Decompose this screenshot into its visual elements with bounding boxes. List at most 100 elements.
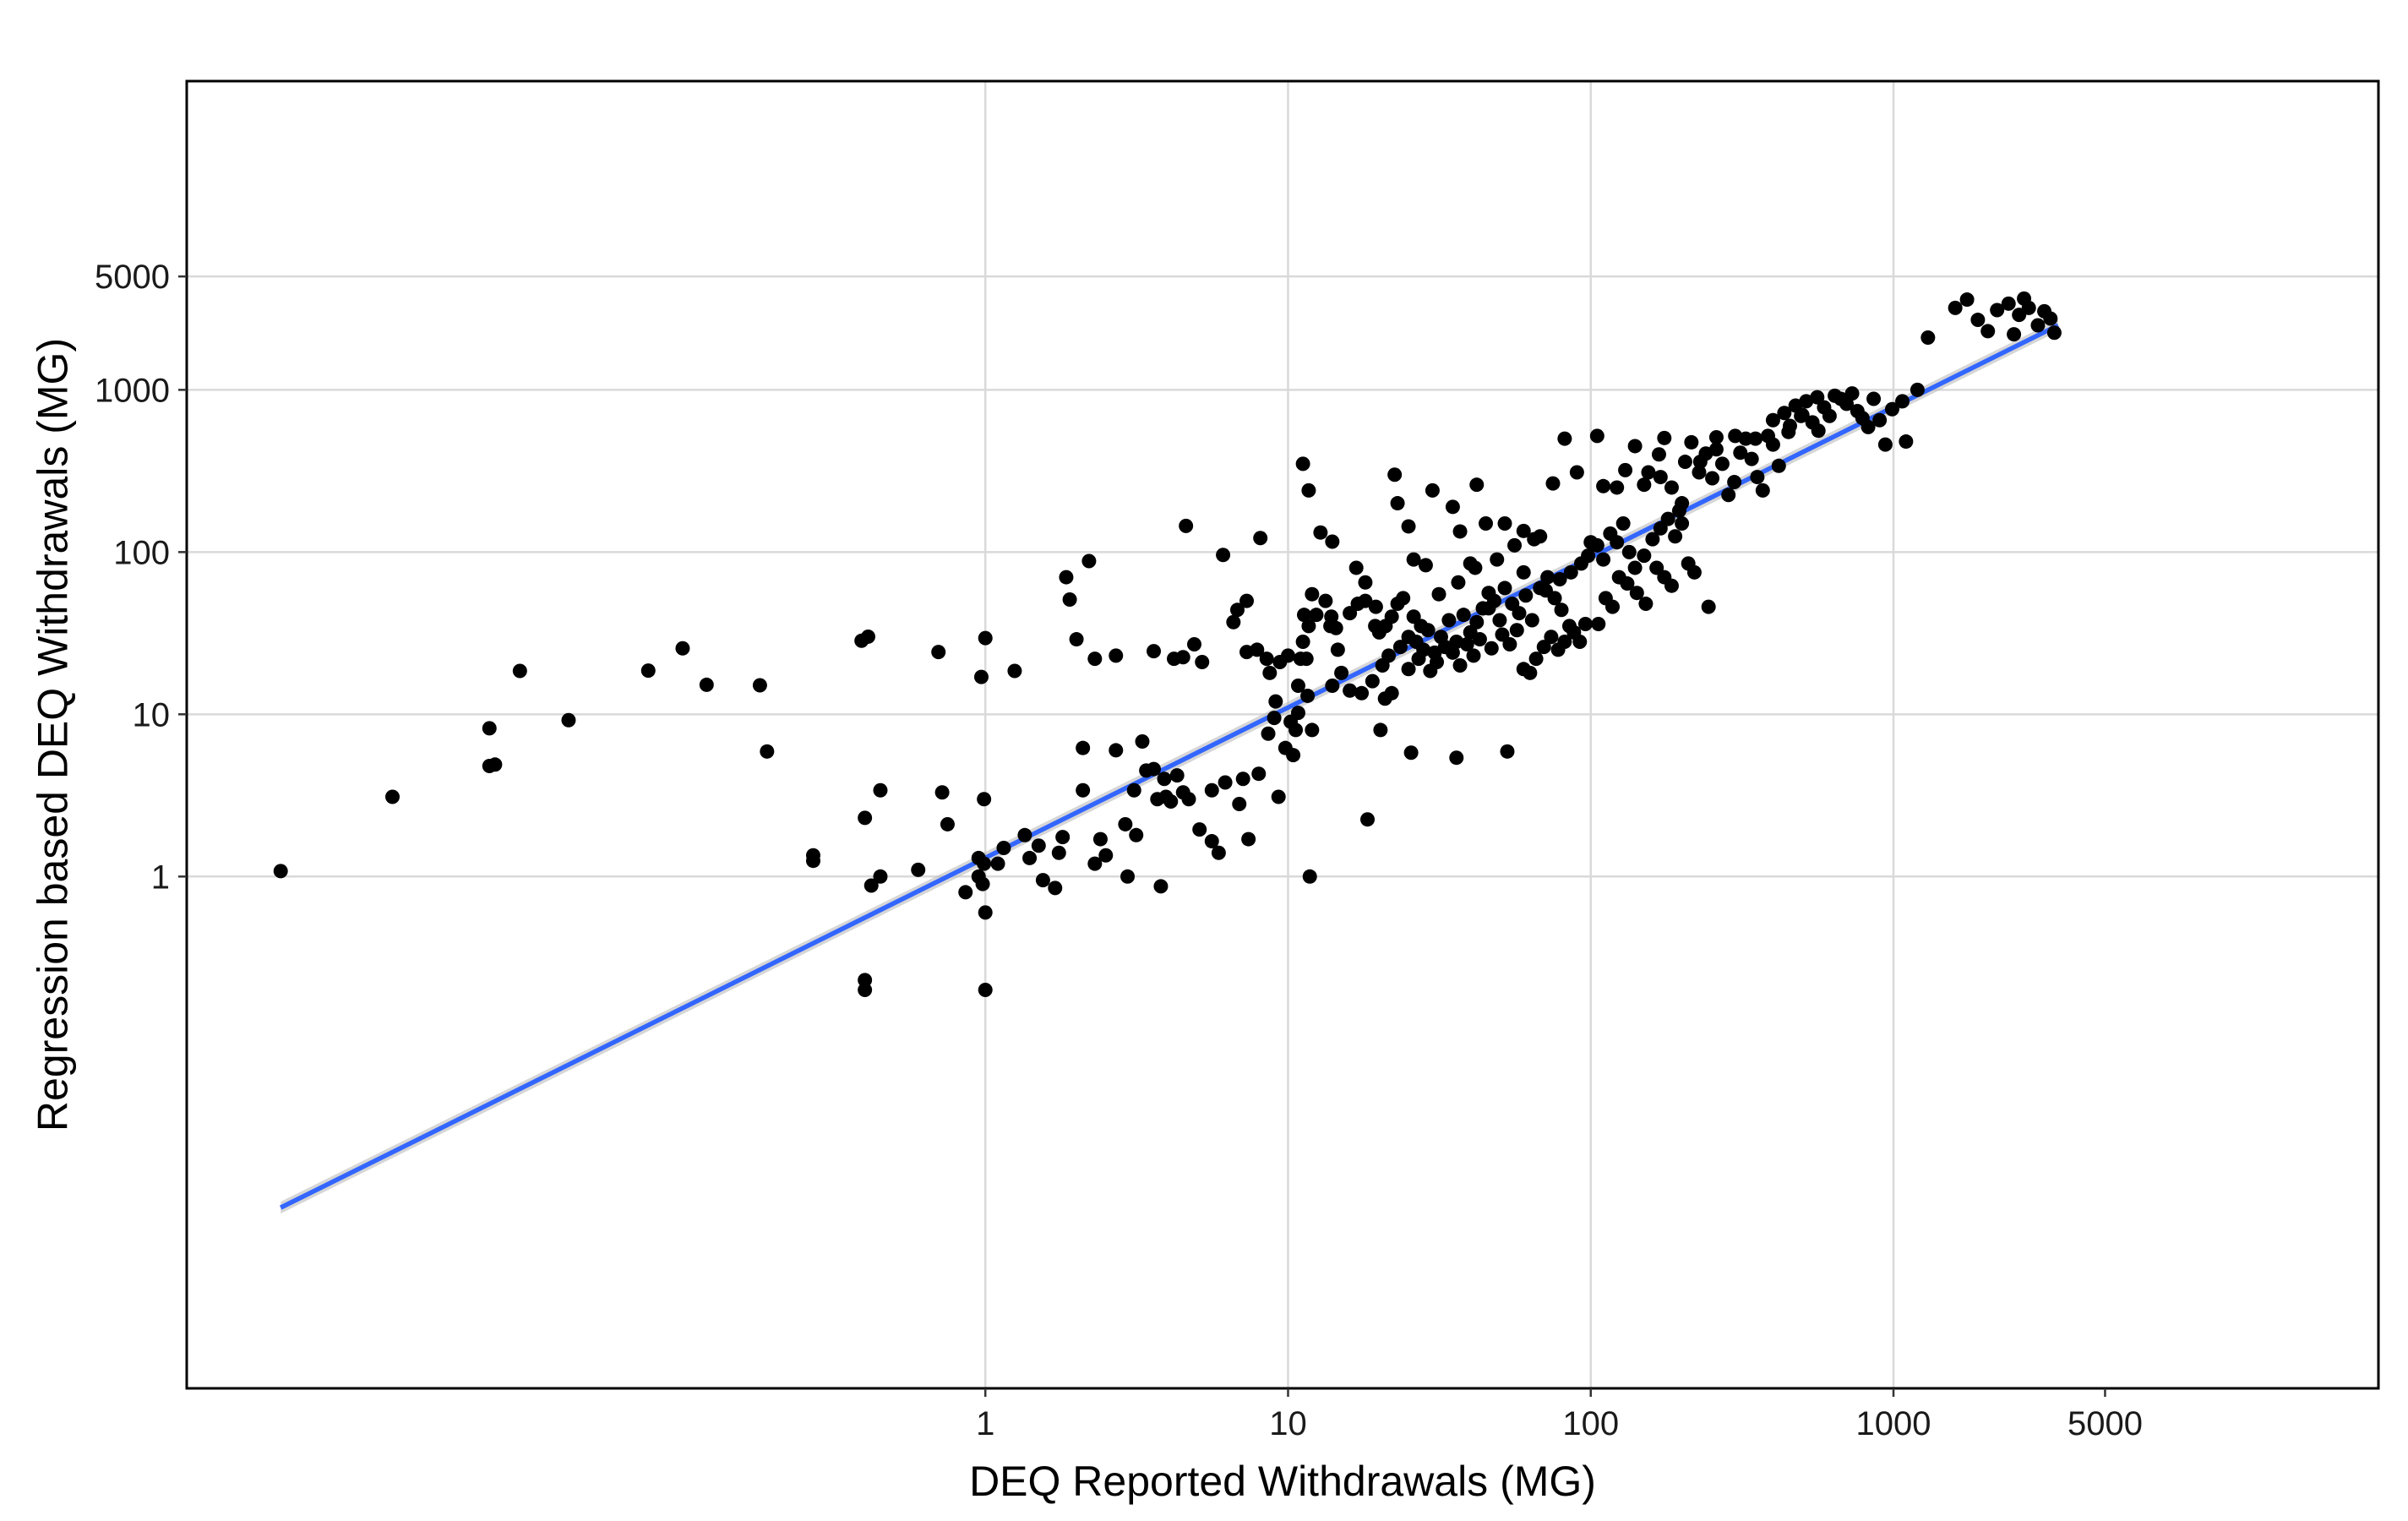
data-point [2017,291,2032,306]
data-point [1449,750,1464,766]
data-point [1302,869,1317,884]
data-point [977,792,992,807]
data-point [1309,608,1324,623]
data-point [1147,761,1162,777]
data-point [1872,412,1888,428]
data-point [1910,382,1925,397]
data-point [1705,471,1720,486]
data-point [1290,706,1305,721]
data-point [1621,544,1637,559]
data-point [1051,845,1066,860]
data-point [1135,733,1150,749]
data-point [1022,850,1038,865]
y-axis-ticks: 1 10 100 1000 5000 [95,259,187,896]
y-tick-label: 100 [113,534,170,571]
data-point [1728,428,1743,444]
data-point [1615,516,1631,532]
x-tick-label: 10 [1269,1405,1307,1442]
data-point [978,630,993,646]
data-point [1261,726,1276,741]
x-gridlines [983,81,1895,1388]
data-point [1490,552,1505,567]
data-point [1118,816,1133,831]
data-point [1157,771,1172,787]
data-point [1109,648,1124,663]
data-point [1175,650,1190,665]
data-point [1610,480,1625,495]
data-point [1373,722,1388,738]
data-point [1701,599,1716,614]
data-point [1098,848,1114,863]
data-point [1668,529,1683,544]
data-point [1330,642,1345,657]
data-point [858,973,873,988]
data-point [1179,518,1194,533]
data-point [2043,311,2058,326]
data-point [1466,648,1481,663]
data-point [1660,511,1675,526]
data-point [1229,602,1245,618]
data-point [1811,423,1826,439]
data-point [1169,768,1185,783]
data-point [1368,599,1383,614]
data-point [1692,455,1708,470]
regression-fit [279,319,2060,1214]
data-point [1899,434,1914,450]
data-point [1675,516,1690,532]
data-point [978,905,993,920]
data-point [1765,412,1780,428]
data-point [1239,593,1255,608]
data-points [273,291,2062,998]
data-point [1313,525,1328,540]
data-point [1452,658,1468,673]
data-point [971,850,986,865]
data-point [1552,572,1567,587]
data-point [1596,478,1611,493]
data-point [1147,644,1162,659]
data-point [1181,792,1196,807]
data-point [1581,548,1596,564]
y-gridlines [187,275,2378,878]
data-point [1509,623,1524,638]
data-point [978,983,993,998]
data-point [1502,637,1517,652]
y-tick-label: 5000 [95,259,170,296]
data-point [1226,614,1241,630]
data-point [1241,831,1256,847]
y-tick-label: 10 [133,696,171,733]
data-point [1235,771,1250,787]
data-point [1618,462,1633,477]
data-point [1411,651,1426,667]
data-point [1414,619,1429,634]
data-point [1481,601,1496,616]
data-point [1472,632,1487,647]
data-point [1401,662,1416,677]
x-tick-label: 5000 [2068,1405,2143,1442]
data-point [1750,470,1765,485]
data-point [2030,318,2046,333]
data-point [996,841,1011,856]
data-point [1589,428,1604,444]
data-point [1860,419,1876,434]
data-point [1777,406,1792,421]
data-point [1469,614,1485,630]
data-point [1192,822,1207,837]
data-point [1500,744,1515,759]
x-axis-title: DEQ Reported Withdrawals (MG) [969,1458,1596,1505]
data-point [1280,648,1295,663]
data-point [1081,553,1097,569]
data-point [860,629,875,644]
data-point [1456,608,1471,623]
data-point [1076,782,1091,798]
data-point [1035,873,1050,888]
data-point [1620,576,1635,592]
data-point [1540,570,1555,585]
data-point [1218,775,1233,790]
data-point [1781,424,1796,439]
data-point [699,677,714,692]
data-point [1092,831,1108,847]
data-point [1295,456,1310,472]
data-point [864,878,879,893]
data-point [1645,532,1660,547]
data-point [1637,477,1652,493]
